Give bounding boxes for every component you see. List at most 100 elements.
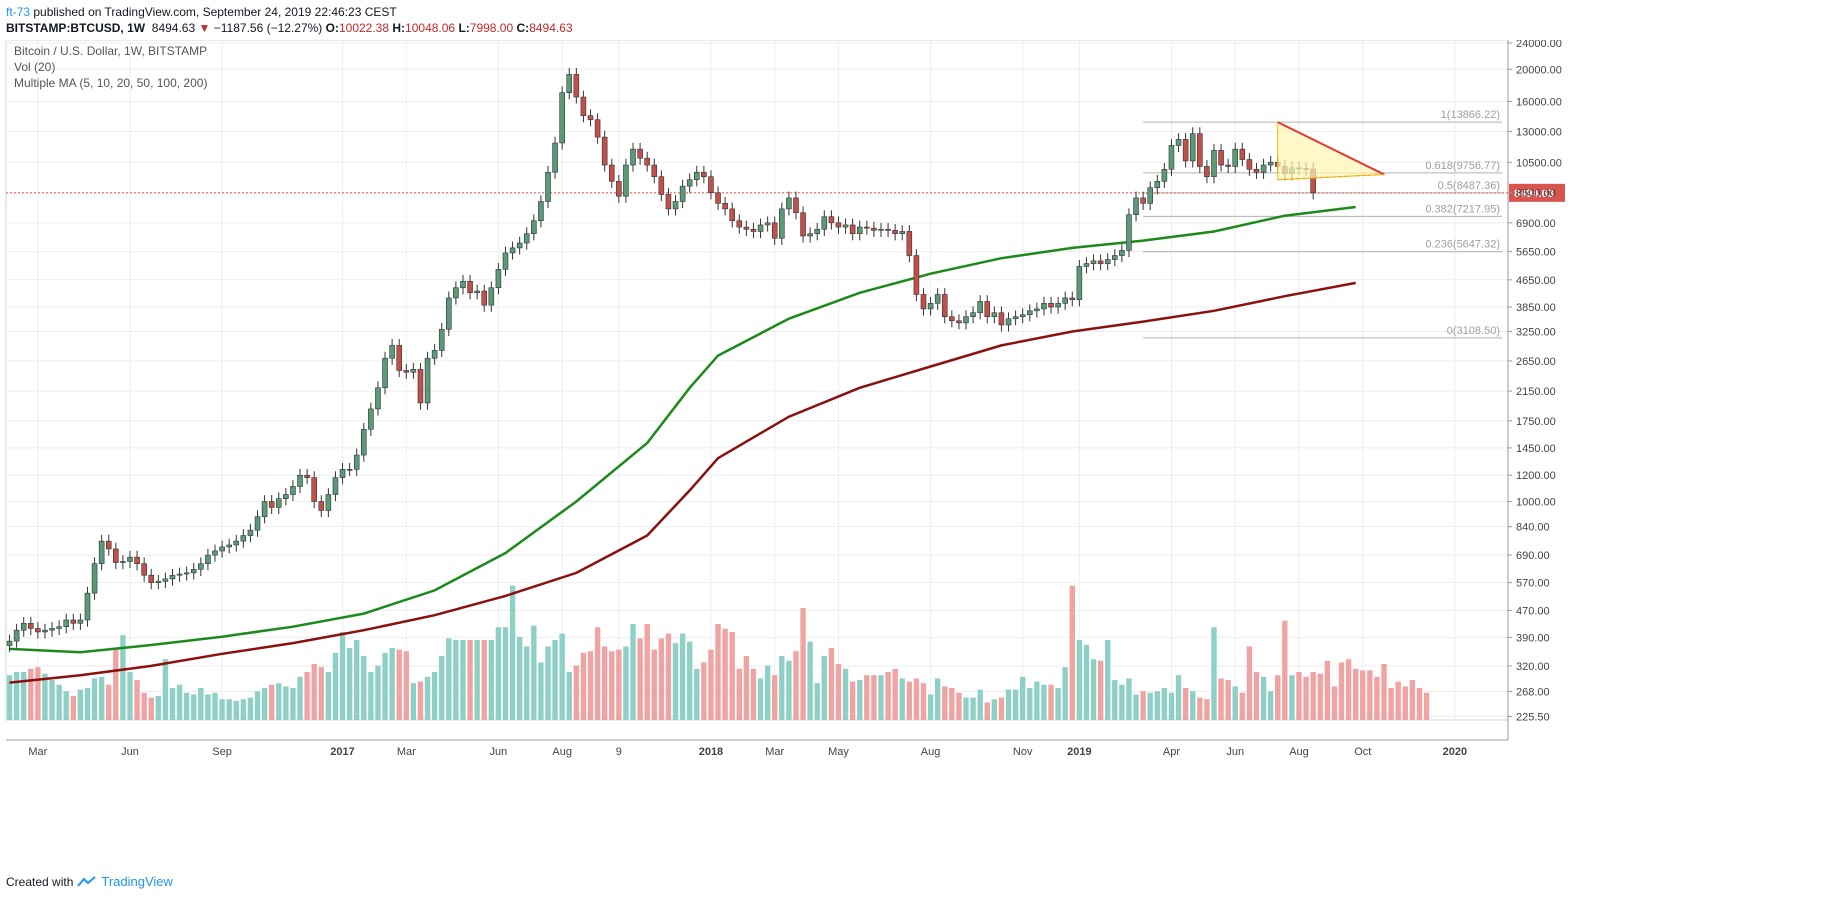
volume-bar bbox=[1147, 692, 1153, 720]
time-tick-label: 2018 bbox=[699, 746, 723, 758]
volume-bar bbox=[757, 678, 764, 720]
volume-bars bbox=[6, 585, 1430, 720]
candle-body bbox=[226, 544, 232, 548]
volume-bar bbox=[736, 668, 742, 720]
candle-body bbox=[127, 556, 133, 562]
candle-body bbox=[332, 477, 339, 495]
volume-bar bbox=[1225, 680, 1231, 720]
author-link[interactable]: ft-73 bbox=[6, 5, 31, 19]
last-price: 8494.63 bbox=[151, 21, 196, 35]
volume-bar bbox=[708, 649, 714, 720]
volume-bar bbox=[857, 680, 863, 720]
price-tick-label: 3850.00 bbox=[1516, 302, 1556, 314]
candle-body bbox=[693, 171, 700, 181]
candle-body bbox=[403, 370, 410, 373]
volume-bar bbox=[474, 640, 480, 720]
time-tick-label: Jun bbox=[121, 746, 139, 758]
volume-bar bbox=[162, 659, 169, 720]
candle-body bbox=[941, 294, 948, 318]
footer: Created with TradingView bbox=[6, 874, 173, 889]
volume-bar bbox=[927, 694, 934, 720]
candle-body bbox=[1246, 159, 1253, 170]
candle-body bbox=[991, 312, 998, 318]
volume-bar bbox=[1303, 676, 1309, 720]
volume-bar bbox=[396, 649, 402, 720]
candle-body bbox=[233, 540, 240, 546]
candle-body bbox=[545, 171, 551, 202]
price-tick-label: 4650.00 bbox=[1516, 275, 1556, 287]
price-tick-label: 1750.00 bbox=[1516, 416, 1556, 428]
volume-bar bbox=[644, 624, 650, 720]
tradingview-brand-link[interactable]: TradingView bbox=[101, 874, 173, 889]
candle-body bbox=[120, 561, 126, 563]
candle-body bbox=[1034, 308, 1040, 312]
candle-body bbox=[375, 387, 381, 410]
fib-retracement[interactable]: 1(13866.22) 0.618(9756.77) 0.5(8487.36) 0.3… bbox=[6, 109, 1565, 339]
volume-bar bbox=[141, 692, 147, 720]
volume-bar bbox=[616, 649, 622, 720]
volume-bar bbox=[1027, 688, 1033, 720]
volume-bar bbox=[743, 656, 750, 720]
candle-body bbox=[318, 501, 325, 511]
volume-bar bbox=[729, 632, 735, 720]
candle-body bbox=[261, 501, 268, 518]
candle-body bbox=[361, 428, 367, 456]
volume-bar bbox=[786, 660, 792, 720]
volume-bar bbox=[56, 684, 62, 720]
volume-bar bbox=[1260, 676, 1267, 720]
candle-body bbox=[410, 369, 417, 373]
volume-bar bbox=[1012, 689, 1019, 720]
time-tick-label: Sep bbox=[212, 746, 232, 758]
volume-bar bbox=[261, 688, 268, 720]
candle-body bbox=[573, 74, 580, 98]
volume-bar bbox=[800, 608, 806, 720]
candle-body bbox=[283, 494, 289, 499]
last-price-badge bbox=[1509, 183, 1565, 202]
candle-body bbox=[84, 592, 91, 621]
candle-body bbox=[134, 556, 140, 564]
candle-body bbox=[417, 369, 424, 404]
time-tick-label: 2020 bbox=[1443, 746, 1467, 758]
candle-body bbox=[601, 136, 608, 166]
volume-bar bbox=[1097, 660, 1104, 720]
candle-body bbox=[878, 228, 884, 231]
volume-bar bbox=[679, 633, 686, 720]
candle-body bbox=[764, 222, 771, 226]
volume-bar bbox=[1374, 676, 1380, 720]
candle-body bbox=[1012, 316, 1019, 320]
fib-level-label: 0.382(7217.95) bbox=[1425, 203, 1500, 215]
candle-body bbox=[686, 179, 693, 187]
volume-bar bbox=[531, 625, 537, 720]
price-tick-label: 320.00 bbox=[1516, 661, 1550, 673]
volume-bar bbox=[169, 688, 176, 720]
volume-bar bbox=[1204, 699, 1210, 720]
volume-bar bbox=[13, 672, 20, 720]
volume-bar bbox=[460, 640, 466, 720]
volume-bar bbox=[502, 627, 509, 720]
volume-bar bbox=[807, 641, 813, 720]
volume-bar bbox=[545, 646, 551, 720]
volume-bar bbox=[942, 686, 948, 720]
volume-bar bbox=[1239, 692, 1246, 720]
volume-bar bbox=[701, 662, 707, 720]
volume-bar bbox=[467, 640, 473, 720]
candle-body bbox=[20, 623, 27, 631]
candle-body bbox=[566, 74, 573, 94]
volume-bar bbox=[240, 699, 247, 720]
volume-bar bbox=[1275, 675, 1281, 720]
candle-body bbox=[219, 546, 225, 552]
candle-body bbox=[148, 574, 155, 583]
price-chart[interactable]: 1(13866.22) 0.618(9756.77) 0.5(8487.36) 0.3… bbox=[0, 40, 1828, 870]
candle-body bbox=[424, 357, 431, 404]
candle-body bbox=[630, 148, 636, 166]
volume-bar bbox=[715, 624, 721, 720]
candle-body bbox=[63, 619, 70, 627]
volume-bar bbox=[226, 699, 232, 720]
trend-drawing[interactable] bbox=[1277, 121, 1386, 181]
volume-bar bbox=[601, 646, 608, 720]
volume-bar bbox=[764, 665, 771, 720]
candle-body bbox=[1154, 181, 1161, 189]
candle-body bbox=[481, 290, 488, 306]
volume-bar bbox=[431, 672, 438, 720]
high-value: 10048.06 bbox=[405, 21, 456, 35]
